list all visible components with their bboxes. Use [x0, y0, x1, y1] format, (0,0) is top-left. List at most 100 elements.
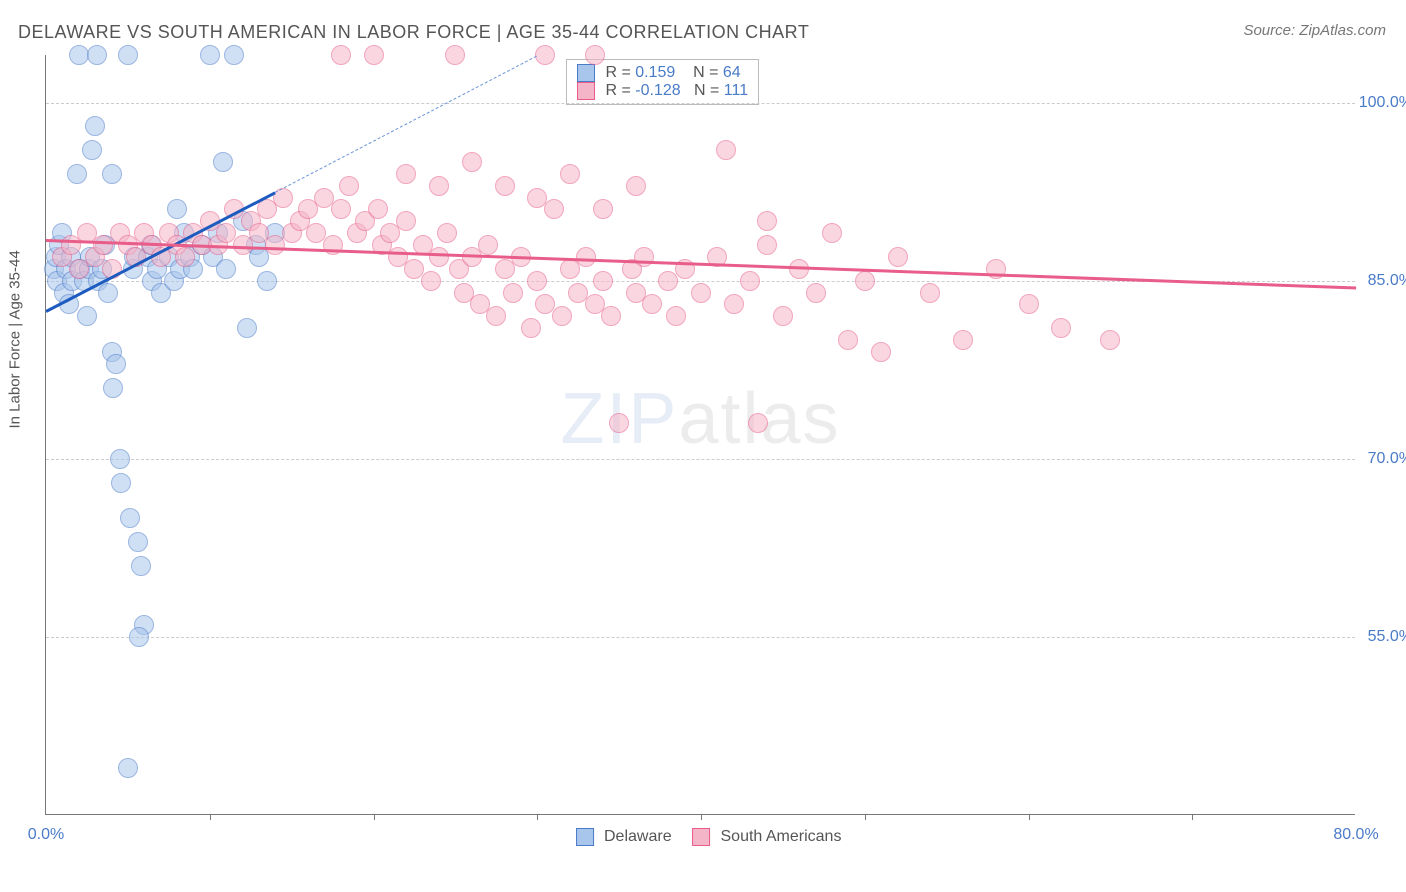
data-point: [1051, 318, 1071, 338]
data-point: [544, 199, 564, 219]
data-point: [110, 449, 130, 469]
data-point: [213, 152, 233, 172]
x-tick-label: 80.0%: [1333, 826, 1378, 844]
y-tick-label: 100.0%: [1359, 94, 1406, 112]
data-point: [257, 271, 277, 291]
data-point: [102, 164, 122, 184]
south-american-swatch: [577, 82, 595, 100]
data-point: [106, 354, 126, 374]
data-point: [77, 306, 97, 326]
data-point: [429, 176, 449, 196]
data-point: [129, 627, 149, 647]
delaware-r-value: 0.159: [635, 64, 675, 81]
data-point: [560, 164, 580, 184]
data-point: [98, 283, 118, 303]
legend-row-delaware: R = 0.159 N = 64: [577, 64, 748, 82]
data-point: [757, 211, 777, 231]
data-point: [364, 45, 384, 65]
data-point: [82, 140, 102, 160]
data-point: [920, 283, 940, 303]
data-point: [216, 259, 236, 279]
legend-row-south-american: R = -0.128 N = 111: [577, 82, 748, 100]
series-legend: Delaware South Americans: [560, 828, 842, 846]
data-point: [87, 45, 107, 65]
data-point: [503, 283, 523, 303]
south-american-legend-label: South Americans: [721, 828, 842, 845]
data-point: [200, 45, 220, 65]
data-point: [716, 140, 736, 160]
data-point: [120, 508, 140, 528]
y-tick-label: 85.0%: [1368, 272, 1406, 290]
data-point: [527, 188, 547, 208]
data-point: [237, 318, 257, 338]
x-tick-mark: [1192, 814, 1193, 820]
y-tick-label: 70.0%: [1368, 450, 1406, 468]
data-point: [666, 306, 686, 326]
data-point: [69, 45, 89, 65]
south-american-n-value: 111: [724, 82, 748, 99]
data-point: [757, 235, 777, 255]
x-tick-mark: [537, 814, 538, 820]
watermark: ZIPatlas: [560, 378, 840, 460]
data-point: [331, 199, 351, 219]
data-point: [421, 271, 441, 291]
x-tick-label: 0.0%: [28, 826, 64, 844]
data-point: [773, 306, 793, 326]
data-point: [585, 45, 605, 65]
data-point: [128, 532, 148, 552]
data-point: [642, 294, 662, 314]
data-point: [1100, 330, 1120, 350]
data-point: [521, 318, 541, 338]
plot-area: ZIPatlas R = 0.159 N = 64 R = -0.128 N =…: [45, 55, 1355, 815]
data-point: [748, 413, 768, 433]
data-point: [331, 45, 351, 65]
delaware-swatch: [577, 64, 595, 82]
data-point: [103, 378, 123, 398]
data-point: [601, 306, 621, 326]
y-axis-label: In Labor Force | Age 35-44: [7, 250, 24, 428]
data-point: [67, 164, 87, 184]
data-point: [626, 176, 646, 196]
data-point: [224, 45, 244, 65]
data-point: [871, 342, 891, 362]
data-point: [486, 306, 506, 326]
data-point: [822, 223, 842, 243]
south-american-r-value: -0.128: [635, 82, 680, 99]
delaware-legend-swatch: [576, 828, 594, 846]
x-tick-mark: [210, 814, 211, 820]
data-point: [437, 223, 457, 243]
data-point: [552, 306, 572, 326]
data-point: [527, 271, 547, 291]
data-point: [131, 556, 151, 576]
data-point: [855, 271, 875, 291]
data-point: [691, 283, 711, 303]
data-point: [396, 164, 416, 184]
data-point: [445, 45, 465, 65]
data-point: [609, 413, 629, 433]
data-point: [576, 247, 596, 267]
data-point: [429, 247, 449, 267]
south-american-legend-swatch: [692, 828, 710, 846]
gridline: [46, 103, 1355, 104]
source-attribution: Source: ZipAtlas.com: [1243, 22, 1386, 39]
chart-title: DELAWARE VS SOUTH AMERICAN IN LABOR FORC…: [18, 22, 809, 43]
x-tick-mark: [865, 814, 866, 820]
delaware-legend-label: Delaware: [604, 828, 672, 845]
chart-container: DELAWARE VS SOUTH AMERICAN IN LABOR FORC…: [0, 0, 1406, 892]
x-tick-mark: [374, 814, 375, 820]
data-point: [888, 247, 908, 267]
data-point: [740, 271, 760, 291]
data-point: [111, 473, 131, 493]
x-tick-mark: [1029, 814, 1030, 820]
correlation-legend: R = 0.159 N = 64 R = -0.128 N = 111: [566, 59, 759, 105]
data-point: [478, 235, 498, 255]
gridline: [46, 459, 1355, 460]
data-point: [85, 116, 105, 136]
data-point: [535, 45, 555, 65]
data-point: [724, 294, 744, 314]
data-point: [368, 199, 388, 219]
data-point: [118, 758, 138, 778]
y-tick-label: 55.0%: [1368, 628, 1406, 646]
data-point: [1019, 294, 1039, 314]
x-tick-mark: [701, 814, 702, 820]
